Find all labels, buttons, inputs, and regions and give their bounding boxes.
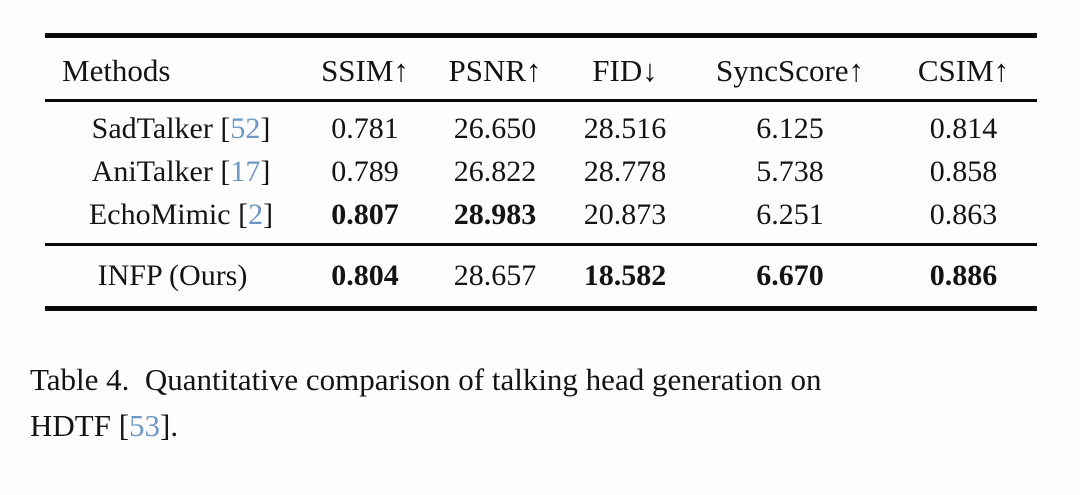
metric-value: 6.125	[756, 112, 824, 145]
caption-line2-suffix: ].	[160, 408, 179, 443]
method-name-sadtalker: SadTalker [52]	[45, 101, 300, 151]
metric-value: 0.886	[929, 259, 998, 292]
metric-value: 0.789	[331, 155, 399, 188]
metric-value: 6.251	[756, 198, 824, 231]
column-header-csim: CSIM↑	[917, 53, 1010, 88]
table-row-echomimic: EchoMimic [2] 0.807 28.983 20.873 6.251 …	[45, 193, 1037, 245]
metric-value: 28.657	[453, 259, 537, 292]
metric-value: 18.582	[583, 259, 667, 292]
table-row-sadtalker: SadTalker [52] 0.781 26.650 28.516 6.125…	[45, 101, 1037, 151]
metric-value: 0.863	[929, 198, 998, 231]
cell-syncscore: 6.251	[690, 193, 890, 245]
citation-bracket: [	[238, 198, 249, 231]
citation-link[interactable]: 53	[129, 408, 161, 443]
cell-csim: 0.886	[890, 245, 1037, 309]
citation-bracket: ]	[260, 155, 271, 188]
metric-value: 26.822	[453, 155, 537, 188]
metric-value: 0.807	[331, 198, 399, 231]
metric-value: 28.983	[453, 198, 537, 231]
caption-line1: Table 4. Quantitative comparison of talk…	[30, 362, 822, 397]
metric-value: 0.858	[929, 155, 998, 188]
cell-syncscore: 6.125	[690, 101, 890, 151]
paper-table-figure: Methods SSIM↑ PSNR↑ FID↓ SyncScore↑ CSIM…	[0, 33, 1080, 495]
method-name-echomimic: EchoMimic [2]	[45, 193, 300, 245]
cell-ssim: 0.789	[300, 150, 430, 193]
citation-bracket: [	[220, 155, 231, 188]
table-row-infp-ours: INFP (Ours) 0.804 28.657 18.582 6.670 0.…	[45, 245, 1037, 309]
method-name-anitalker: AniTalker [17]	[45, 150, 300, 193]
method-label: EchoMimic	[88, 198, 239, 231]
cell-syncscore: 6.670	[690, 245, 890, 309]
citation-link[interactable]: 17	[230, 155, 261, 188]
cell-ssim: 0.804	[300, 245, 430, 309]
cell-fid: 28.778	[560, 150, 690, 193]
citation-link[interactable]: 52	[230, 112, 261, 145]
metric-value: 28.516	[583, 112, 667, 145]
metric-value: 5.738	[756, 155, 824, 188]
column-header-fid: FID↓	[592, 53, 658, 88]
method-label: SadTalker	[91, 112, 221, 145]
cell-syncscore: 5.738	[690, 150, 890, 193]
method-label: AniTalker	[91, 155, 221, 188]
column-header-psnr: PSNR↑	[448, 53, 542, 88]
citation-link[interactable]: 2	[248, 198, 264, 231]
metric-value: 0.804	[331, 259, 399, 292]
citation-bracket: ]	[263, 198, 274, 231]
metric-value: 20.873	[583, 198, 667, 231]
cell-fid: 18.582	[560, 245, 690, 309]
table-row-anitalker: AniTalker [17] 0.789 26.822 28.778 5.738…	[45, 150, 1037, 193]
cell-csim: 0.814	[890, 101, 1037, 151]
metric-value: 0.781	[331, 112, 399, 145]
cell-psnr: 28.657	[430, 245, 560, 309]
column-header-syncscore: SyncScore↑	[715, 53, 865, 88]
column-header-methods: Methods	[62, 53, 171, 88]
citation-bracket: ]	[260, 112, 271, 145]
method-label: INFP (Ours)	[97, 259, 248, 292]
cell-csim: 0.863	[890, 193, 1037, 245]
cell-ssim: 0.807	[300, 193, 430, 245]
cell-psnr: 28.983	[430, 193, 560, 245]
column-header-ssim: SSIM↑	[321, 53, 409, 88]
cell-fid: 20.873	[560, 193, 690, 245]
results-table: Methods SSIM↑ PSNR↑ FID↓ SyncScore↑ CSIM…	[45, 33, 1037, 311]
metric-value: 0.814	[929, 112, 998, 145]
table-header-row: Methods SSIM↑ PSNR↑ FID↓ SyncScore↑ CSIM…	[45, 36, 1037, 101]
method-name-infp: INFP (Ours)	[45, 245, 300, 309]
metric-value: 6.670	[756, 259, 824, 292]
metric-value: 26.650	[453, 112, 537, 145]
cell-fid: 28.516	[560, 101, 690, 151]
table-caption: Table 4. Quantitative comparison of talk…	[30, 357, 1054, 449]
citation-bracket: [	[220, 112, 231, 145]
cell-ssim: 0.781	[300, 101, 430, 151]
metric-value: 28.778	[583, 155, 667, 188]
caption-line2-prefix: HDTF [	[30, 408, 130, 443]
cell-psnr: 26.650	[430, 101, 560, 151]
cell-psnr: 26.822	[430, 150, 560, 193]
cell-csim: 0.858	[890, 150, 1037, 193]
